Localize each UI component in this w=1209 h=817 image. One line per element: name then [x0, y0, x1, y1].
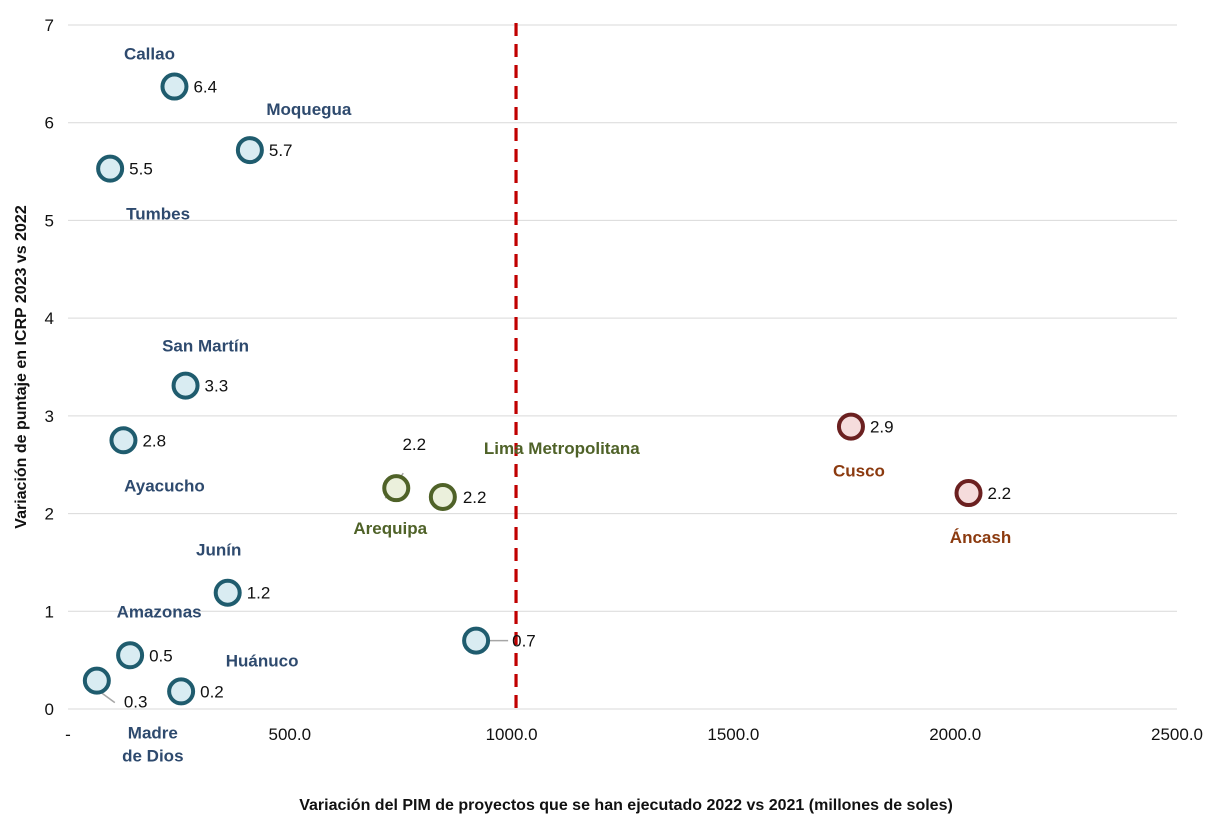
- point-name-label: Callao: [124, 45, 175, 64]
- scatter-point: [428, 482, 457, 511]
- x-tick-label: 1000.0: [486, 725, 538, 744]
- data-value-label: 5.5: [129, 160, 153, 179]
- point-name-label: Junín: [196, 541, 241, 560]
- point-name-label: Huánuco: [226, 651, 299, 670]
- point-name-label: Amazonas: [117, 602, 202, 621]
- data-value-label: 1.2: [247, 584, 271, 603]
- scatter-point: [954, 479, 983, 508]
- scatter-point: [382, 474, 411, 503]
- point-name-label: San Martín: [162, 337, 249, 356]
- point-name-label: Moquegua: [266, 100, 352, 119]
- y-tick-label: 6: [45, 114, 54, 133]
- grid-lines: [68, 24, 1177, 710]
- x-tick-label: 1500.0: [707, 725, 759, 744]
- data-value-label: 0.7: [512, 632, 536, 651]
- data-value-label: 2.2: [988, 484, 1012, 503]
- x-tick-label: 2000.0: [929, 725, 981, 744]
- scatter-point: [213, 578, 242, 607]
- point-name-label: Tumbes: [126, 205, 190, 224]
- y-tick-label: 5: [45, 211, 54, 230]
- data-value-label: 2.8: [142, 431, 166, 450]
- data-value-label: 5.7: [269, 141, 293, 160]
- point-name-label: Arequipa: [353, 519, 427, 538]
- scatter-point: [167, 677, 196, 706]
- x-axis-title: Variación del PIM de proyectos que se ha…: [299, 797, 953, 814]
- y-tick-label: 3: [45, 407, 54, 426]
- data-value-label: 2.2: [402, 435, 426, 454]
- point-name-label: Lima Metropolitana: [484, 439, 640, 458]
- data-value-label: 2.9: [870, 418, 894, 437]
- x-tick-label: -: [65, 725, 71, 744]
- data-value-label: 2.2: [463, 488, 487, 507]
- y-tick-label: 7: [45, 16, 54, 35]
- y-tick-label: 1: [45, 602, 54, 621]
- point-name-label: Ayacucho: [124, 476, 205, 495]
- axis-ticks: 0 1 2 3 4 5 6 7 - 500.0 1000.0 1500.0 2000.0 2500.0: [45, 16, 1203, 744]
- data-points: [82, 72, 983, 706]
- scatter-point: [109, 426, 138, 455]
- point-name-label: Cusco: [833, 462, 885, 481]
- scatter-point: [171, 371, 200, 400]
- y-axis-title: Variación de puntaje en ICRP 2023 vs 202…: [13, 205, 30, 529]
- scatter-point: [836, 412, 865, 441]
- y-tick-label: 4: [45, 309, 54, 328]
- x-tick-label: 500.0: [269, 725, 312, 744]
- point-name-label: Madre de Dios: [122, 724, 183, 766]
- x-tick-label: 2500.0: [1151, 725, 1203, 744]
- scatter-point: [160, 72, 189, 101]
- data-value-label: 0.3: [124, 693, 148, 712]
- y-tick-label: 2: [45, 505, 54, 524]
- data-value-label: 3.3: [205, 377, 229, 396]
- data-value-label: 6.4: [193, 78, 217, 97]
- point-labels: 6.4 Callao 5.7 Moquegua 5.5 Tumbes 3.3 San Mart…: [117, 45, 1012, 766]
- scatter-point: [462, 626, 491, 655]
- y-tick-label: 0: [45, 700, 54, 719]
- data-value-label: 0.2: [200, 682, 224, 701]
- point-name-label: Áncash: [950, 528, 1011, 547]
- scatter-point: [96, 154, 125, 183]
- scatter-point: [82, 666, 111, 695]
- scatter-point: [235, 136, 264, 165]
- scatter-point: [116, 641, 145, 670]
- data-value-label: 0.5: [149, 646, 173, 665]
